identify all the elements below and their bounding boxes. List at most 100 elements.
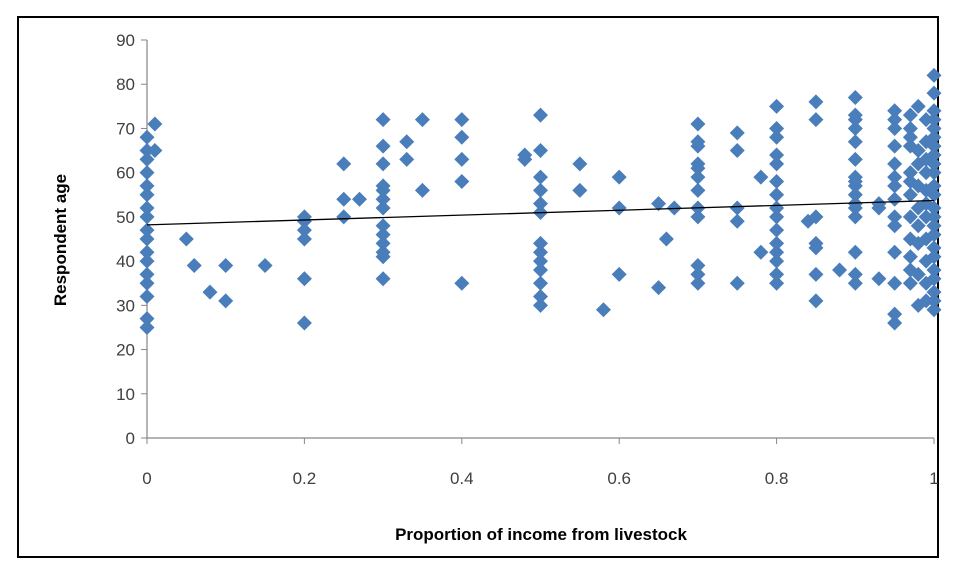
data-point <box>926 271 942 287</box>
data-point <box>902 120 918 136</box>
data-point <box>139 319 155 335</box>
data-point <box>296 222 312 238</box>
y-tick-label: 0 <box>126 429 135 448</box>
data-point <box>926 302 942 318</box>
y-tick-label: 70 <box>116 119 135 138</box>
data-point <box>454 151 470 167</box>
data-point <box>147 143 163 159</box>
data-point <box>454 275 470 291</box>
data-point <box>533 143 548 159</box>
data-point <box>769 129 785 145</box>
data-point <box>926 209 942 225</box>
data-point <box>139 200 155 216</box>
data-point <box>871 271 887 287</box>
x-tick-label: 1 <box>929 469 938 488</box>
data-point <box>658 231 674 247</box>
axes: 0 10 20 30 40 50 60 70 80 90 0 0.2 0.4 0.6 0.8 1 <box>116 31 939 488</box>
trendline <box>146 199 935 226</box>
data-point <box>902 107 918 123</box>
data-point <box>769 187 785 203</box>
data-point <box>139 129 155 145</box>
data-point <box>399 134 415 150</box>
data-point <box>926 147 942 163</box>
data-point <box>926 227 942 243</box>
data-point <box>847 187 863 203</box>
data-point <box>139 253 155 269</box>
data-point <box>887 138 903 154</box>
data-point <box>595 302 611 318</box>
data-point <box>375 156 391 172</box>
data-point <box>139 275 155 291</box>
data-point <box>918 112 934 128</box>
data-point <box>769 222 785 238</box>
data-point <box>918 209 934 225</box>
data-point <box>139 266 155 282</box>
data-point <box>769 147 785 163</box>
data-point <box>926 187 942 203</box>
data-point <box>454 112 470 128</box>
data-point <box>887 178 903 194</box>
data-point <box>690 258 706 274</box>
data-point <box>887 244 903 260</box>
data-point <box>375 244 391 260</box>
data-point <box>887 315 903 331</box>
data-point <box>926 284 942 300</box>
data-point <box>533 235 548 251</box>
data-point <box>887 218 903 234</box>
data-point <box>887 112 903 128</box>
data-point <box>769 235 785 251</box>
data-point <box>375 235 391 251</box>
data-point <box>769 244 785 260</box>
data-point <box>769 209 785 225</box>
y-tick-label: 40 <box>116 252 135 271</box>
x-axis-title: Proportion of income from livestock <box>395 525 687 544</box>
data-point <box>847 120 863 136</box>
x-tick-label: 0.8 <box>765 469 789 488</box>
data-point <box>651 196 667 212</box>
data-point <box>517 147 533 163</box>
data-point <box>887 103 903 119</box>
data-point <box>533 288 548 304</box>
data-point <box>847 151 863 167</box>
data-point <box>918 165 934 181</box>
data-point <box>769 156 785 172</box>
y-tick-label: 90 <box>116 31 135 50</box>
data-point <box>611 200 627 216</box>
data-point <box>375 178 391 194</box>
data-point <box>910 143 926 159</box>
data-point <box>147 116 163 132</box>
data-point <box>887 209 903 225</box>
data-point <box>729 143 745 159</box>
data-point <box>847 266 863 282</box>
data-point <box>847 209 863 225</box>
data-point <box>533 182 548 198</box>
data-point <box>808 112 824 128</box>
data-point <box>296 315 312 331</box>
data-point <box>926 67 942 83</box>
data-point <box>336 209 352 225</box>
data-point <box>808 235 824 251</box>
data-point <box>375 218 391 234</box>
data-point <box>769 200 785 216</box>
data-point <box>847 196 863 212</box>
data-point <box>202 284 218 300</box>
trendline-layer <box>146 199 935 226</box>
data-point <box>533 262 548 278</box>
data-point <box>351 191 367 207</box>
data-point <box>887 306 903 322</box>
data-point <box>296 271 312 287</box>
data-point <box>808 293 824 309</box>
data-point <box>729 200 745 216</box>
data-point <box>139 143 155 159</box>
data-point <box>769 174 785 190</box>
data-point <box>887 120 903 136</box>
data-point <box>887 191 903 207</box>
data-point <box>847 89 863 105</box>
data-point <box>902 165 918 181</box>
data-point <box>139 244 155 260</box>
data-point <box>926 218 942 234</box>
data-point <box>533 253 548 269</box>
data-point <box>139 165 155 181</box>
data-point <box>611 266 627 282</box>
data-point <box>808 266 824 282</box>
